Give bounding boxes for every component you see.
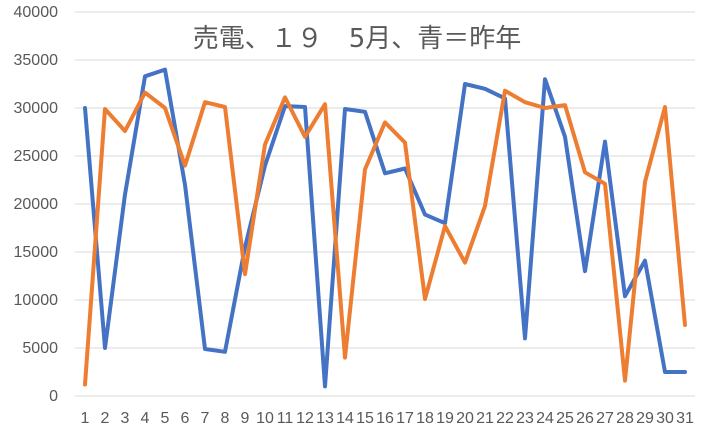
x-tick-label: 13 xyxy=(316,410,334,427)
x-tick-label: 21 xyxy=(476,410,494,427)
y-tick-label: 25000 xyxy=(14,148,59,165)
y-tick-label: 30000 xyxy=(14,100,59,117)
x-tick-label: 20 xyxy=(456,410,474,427)
series-line-2 xyxy=(83,88,687,387)
chart-title: 売電、１９ 5月、青＝昨年 xyxy=(193,24,522,54)
x-tick-label: 2 xyxy=(101,410,110,427)
x-tick-label: 23 xyxy=(516,410,534,427)
x-tick-label: 9 xyxy=(241,410,250,427)
x-tick-label: 25 xyxy=(556,410,574,427)
y-tick-label: 10000 xyxy=(14,292,59,309)
x-tick-label: 24 xyxy=(536,410,554,427)
x-tick-label: 1 xyxy=(81,410,90,427)
x-tick-label: 8 xyxy=(221,410,230,427)
x-tick-label: 4 xyxy=(141,410,150,427)
x-tick-label: 18 xyxy=(416,410,434,427)
x-axis-tick-labels: 1 2 3 4 5 6 7 8 9 10 11 12 13 14 15 16 17 18 19 20 21 22 23 24 2… xyxy=(81,410,694,427)
x-tick-label: 27 xyxy=(596,410,614,427)
x-tick-label: 3 xyxy=(121,410,130,427)
x-tick-label: 28 xyxy=(616,410,634,427)
x-tick-label: 29 xyxy=(636,410,654,427)
x-tick-label: 31 xyxy=(676,410,694,427)
x-tick-label: 12 xyxy=(296,410,314,427)
x-tick-label: 17 xyxy=(396,410,414,427)
gridlines xyxy=(75,11,695,397)
y-tick-label: 40000 xyxy=(14,4,59,21)
x-tick-label: 11 xyxy=(277,410,294,427)
y-tick-label: 15000 xyxy=(14,244,59,261)
x-tick-label: 30 xyxy=(656,410,674,427)
x-tick-label: 5 xyxy=(161,410,170,427)
y-tick-label: 20000 xyxy=(14,196,59,213)
series-line-1 xyxy=(83,67,687,389)
x-tick-label: 26 xyxy=(576,410,594,427)
x-tick-label: 16 xyxy=(376,410,394,427)
x-tick-label: 6 xyxy=(181,410,190,427)
y-tick-label: 35000 xyxy=(14,52,59,69)
x-tick-label: 15 xyxy=(356,410,374,427)
series-lines xyxy=(83,67,687,389)
x-tick-label: 22 xyxy=(496,410,514,427)
x-tick-label: 7 xyxy=(201,410,210,427)
x-tick-label: 19 xyxy=(436,410,454,427)
y-tick-label: 0 xyxy=(49,388,58,405)
x-tick-label: 14 xyxy=(336,410,354,427)
y-axis-tick-labels: 0 5000 10000 15000 20000 25000 30000 35000 40000 xyxy=(14,4,59,405)
y-tick-label: 5000 xyxy=(22,340,58,357)
x-tick-label: 10 xyxy=(256,410,274,427)
